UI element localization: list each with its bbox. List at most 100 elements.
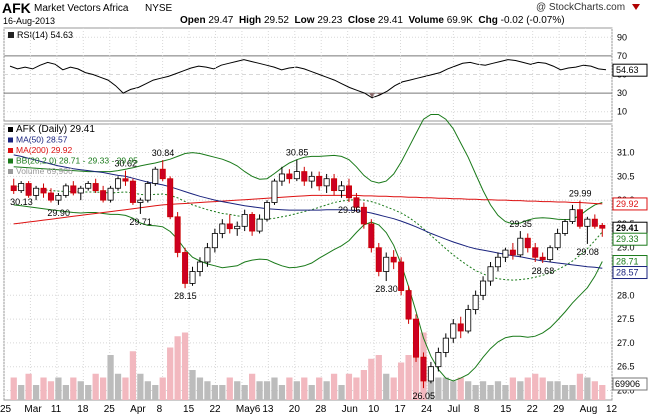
price-annotation: 29.99: [569, 189, 592, 199]
x-axis-label: Aug: [580, 404, 598, 414]
candle: [562, 219, 569, 236]
price-tag-value: 28.57: [616, 268, 639, 278]
volume-bar: [204, 381, 211, 400]
candle-body: [152, 168, 159, 184]
volume-bar: [167, 347, 174, 400]
candle-body: [249, 214, 256, 232]
volume-bar: [55, 377, 62, 400]
volume-bar: [174, 336, 181, 400]
price-annotation: 29.35: [509, 219, 532, 229]
volume-bar: [509, 377, 517, 400]
volume-bar: [316, 377, 323, 400]
volume-value: 69.9K: [446, 15, 473, 26]
candle-body: [465, 309, 472, 332]
volume-bar: [383, 373, 390, 400]
x-axis-label: Apr: [130, 404, 146, 414]
exchange-label: NYSE: [145, 3, 173, 14]
candle-body: [219, 223, 226, 234]
volume-bar: [77, 381, 84, 400]
candle: [18, 181, 25, 193]
candle-body: [524, 237, 531, 249]
candle-body: [308, 175, 315, 182]
volume-bar: [435, 377, 442, 400]
candle: [413, 314, 420, 362]
candle-body: [226, 223, 233, 230]
candle: [353, 193, 360, 213]
legend-swatch: [8, 169, 13, 174]
price-tag: [612, 232, 648, 246]
candle: [390, 250, 397, 270]
dropdown-arrow-icon[interactable]: [632, 4, 640, 10]
candle: [405, 285, 412, 324]
candle-body: [517, 237, 524, 256]
low-value: 29.23: [317, 15, 343, 26]
candle: [442, 333, 449, 358]
volume-bar: [561, 385, 569, 400]
candle-body: [271, 180, 278, 203]
volume-bar: [532, 373, 539, 400]
rsi-tick-label: 10: [617, 107, 627, 117]
volume-bar: [554, 381, 561, 400]
volume-bar: [219, 385, 226, 400]
candle: [40, 183, 47, 198]
rsi-panel: 9070503010 54.63 RSI(14) 54.63: [3, 27, 648, 122]
candle: [182, 247, 189, 289]
price-tag: [612, 197, 648, 211]
ticker-symbol: AFK: [2, 0, 31, 16]
candle: [591, 214, 598, 229]
volume-bar: [345, 373, 353, 400]
candle-body: [584, 218, 591, 227]
x-axis-label: May6: [236, 404, 261, 414]
candle-body: [196, 261, 203, 272]
candle: [219, 219, 226, 239]
volume-bar: [234, 381, 241, 400]
candle: [107, 185, 114, 203]
candle-body: [547, 247, 554, 261]
candle: [271, 178, 278, 205]
candle: [323, 173, 330, 193]
legend-entry: AFK (Daily) 29.41: [16, 124, 95, 135]
candle: [264, 200, 271, 222]
candle: [472, 290, 479, 315]
x-axis-label: 25: [104, 404, 116, 414]
volume-bar: [360, 370, 368, 400]
volume-bar: [263, 381, 271, 400]
price-annotation: 28.68: [532, 266, 555, 276]
high-value: 29.52: [263, 15, 289, 26]
candle: [278, 166, 285, 186]
volume-bar: [479, 381, 487, 400]
candle-body: [405, 290, 412, 320]
candle-body: [47, 192, 54, 201]
volume-bar: [286, 377, 293, 400]
volume-bar: [539, 377, 546, 400]
volume-bar: [47, 381, 55, 400]
x-axis-label: 12: [606, 404, 618, 414]
candle-body: [167, 178, 174, 218]
price-tag-value: 29.33: [616, 234, 639, 244]
volume-bar: [226, 377, 233, 400]
candle: [375, 242, 382, 277]
x-axis-label: Jun: [342, 404, 358, 414]
candle-body: [122, 178, 129, 182]
volume-label: Volume: [408, 15, 444, 26]
rsi-label: RSI(14) 54.63: [17, 30, 73, 40]
candle-body: [256, 218, 263, 232]
candle-body: [502, 249, 509, 258]
candle: [427, 361, 434, 384]
price-annotation: 29.96: [338, 205, 361, 215]
volume-bar: [517, 381, 524, 400]
candle-body: [85, 183, 92, 189]
volume-bar: [85, 385, 92, 400]
candle: [286, 169, 293, 184]
candle-body: [62, 185, 69, 196]
volume-bar: [427, 370, 435, 400]
candle: [308, 171, 315, 189]
volume-bar: [10, 377, 17, 400]
candle: [70, 181, 77, 196]
candle-body: [234, 225, 241, 230]
candle-body: [368, 223, 375, 249]
candle-body: [427, 366, 434, 382]
rsi-tick-label: 90: [617, 32, 627, 42]
price-panel: 30.13 29.90 30.62 29.71 30.84 28.15 30.85 29.96…: [0, 28, 648, 414]
